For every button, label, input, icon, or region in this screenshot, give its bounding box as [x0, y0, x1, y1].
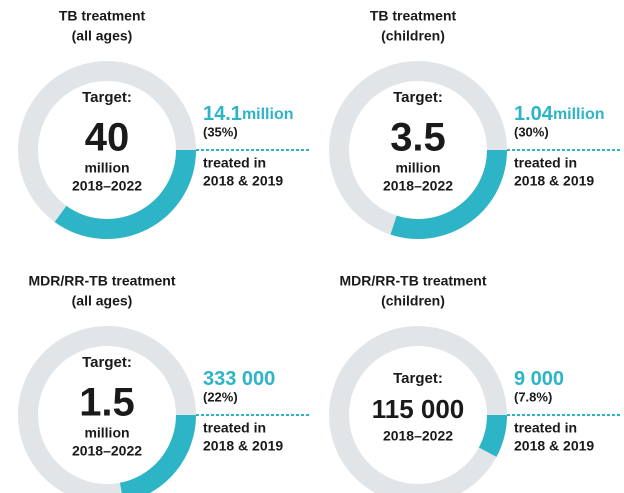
donut-arc [54, 149, 196, 239]
target-value: 3.5 [390, 116, 446, 160]
panel: MDR/RR-TB treatment (children) Target: 115 … [329, 273, 621, 493]
panel-title: TB treatment [370, 8, 457, 24]
achieved-value: 1.04 [514, 103, 554, 125]
panel-title: (all ages) [72, 293, 133, 309]
caption: treated in [203, 155, 266, 171]
caption: treated in [514, 420, 577, 436]
target-period: 2018–2022 [383, 178, 453, 194]
caption: treated in [203, 420, 266, 436]
panel-title: (children) [381, 293, 445, 309]
panel: TB treatment(all ages)Target:40million20… [18, 8, 310, 239]
target-label: Target: [82, 354, 132, 371]
achieved-unit: million [242, 106, 294, 123]
achieved-value: 9 000 [514, 368, 564, 390]
panel: TB treatment(children)Target:3.5million2… [329, 8, 621, 239]
target-label: Target: [393, 89, 443, 106]
caption: 2018 & 2019 [203, 173, 283, 189]
donut-arc [390, 149, 507, 239]
target-unit: million [395, 160, 440, 176]
target-period: 2018–2022 [383, 428, 453, 444]
donut-arc [119, 414, 196, 493]
panel-title: MDR/RR-TB treatment [340, 273, 487, 289]
panel-title: (children) [381, 28, 445, 44]
target-value: 1.5 [79, 381, 135, 425]
panel: MDR/RR-TB treatment (all ages) Target: 1.5m… [18, 273, 310, 493]
achieved: 1.04million [514, 103, 605, 125]
caption: 2018 & 2019 [514, 438, 594, 454]
caption: treated in [514, 155, 577, 171]
target-unit: million [84, 160, 129, 176]
percent-label: (30%) [514, 124, 549, 139]
caption: 2018 & 2019 [514, 173, 594, 189]
target-label: Target: [393, 370, 443, 387]
achieved: 14.1million [203, 103, 294, 125]
achieved: 9 000 [514, 368, 564, 390]
percent-label: (7.8%) [514, 389, 552, 404]
percent-label: (35%) [203, 124, 238, 139]
achieved-unit: million [553, 106, 605, 123]
panel-title: (all ages) [72, 28, 133, 44]
target-value: 115 000 [372, 394, 465, 424]
panel-title: TB treatment [59, 8, 146, 24]
achieved: 333 000 [203, 368, 275, 390]
panel-title: MDR/RR-TB treatment [29, 273, 176, 289]
target-period: 2018–2022 [72, 443, 142, 459]
target-label: Target: [82, 89, 132, 106]
target-unit: million [84, 425, 129, 441]
target-period: 2018–2022 [72, 178, 142, 194]
caption: 2018 & 2019 [203, 438, 283, 454]
target-value: 40 [85, 116, 130, 160]
percent-label: (22%) [203, 389, 238, 404]
achieved-value: 14.1 [203, 103, 242, 125]
achieved-value: 333 000 [203, 368, 275, 390]
donut-arc [478, 414, 507, 457]
